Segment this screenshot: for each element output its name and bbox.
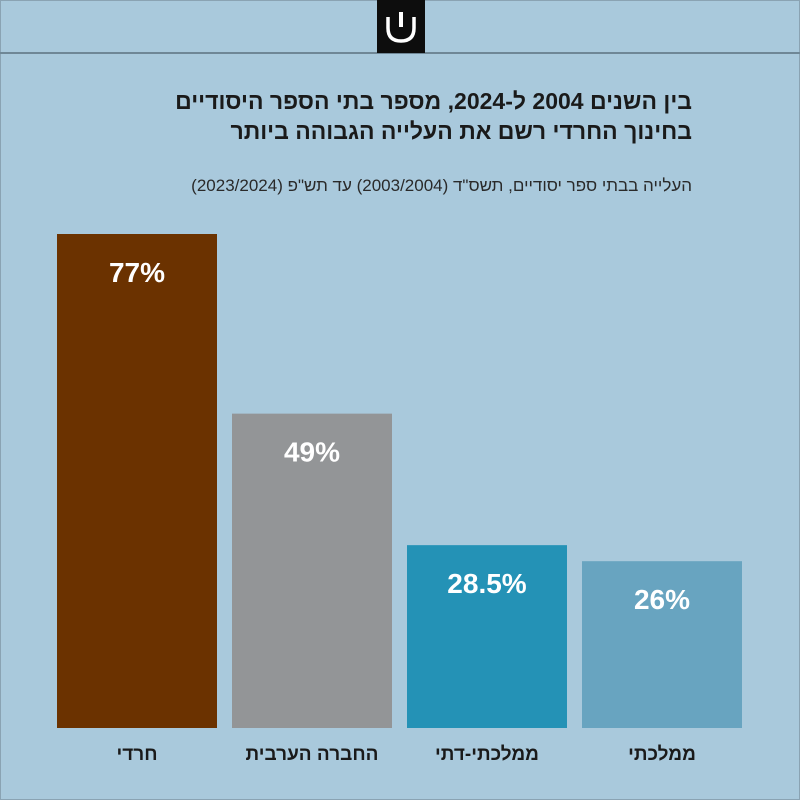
bar	[232, 413, 392, 728]
category-label: חרדי	[116, 744, 157, 765]
category-label: החברה הערבית	[246, 744, 379, 765]
bar	[582, 561, 742, 728]
bar-value-label: 49%	[284, 437, 340, 468]
bar-value-label: 28.5%	[447, 568, 526, 599]
chart-subtitle: העלייה בבתי ספר יסודיים, תשס"ד (2003/200…	[191, 176, 692, 195]
bar	[57, 234, 217, 728]
header-divider	[0, 52, 800, 54]
logo	[377, 0, 425, 53]
category-label: ממלכתי-דתי	[435, 744, 539, 765]
bar-value-label: 77%	[109, 257, 165, 288]
bar-value-label: 26%	[634, 584, 690, 615]
chart-title-line-1: בין השנים 2004 ל-2024, מספר בתי הספר היס…	[175, 88, 692, 114]
category-label: ממלכתי	[628, 744, 696, 765]
logo-mark-icon	[386, 12, 416, 43]
chart-title-line-2: בחינוך החרדי רשם את העלייה הגבוהה ביותר	[230, 118, 692, 144]
chart-title: בין השנים 2004 ל-2024, מספר בתי הספר היס…	[40, 86, 692, 146]
bar	[407, 545, 567, 728]
